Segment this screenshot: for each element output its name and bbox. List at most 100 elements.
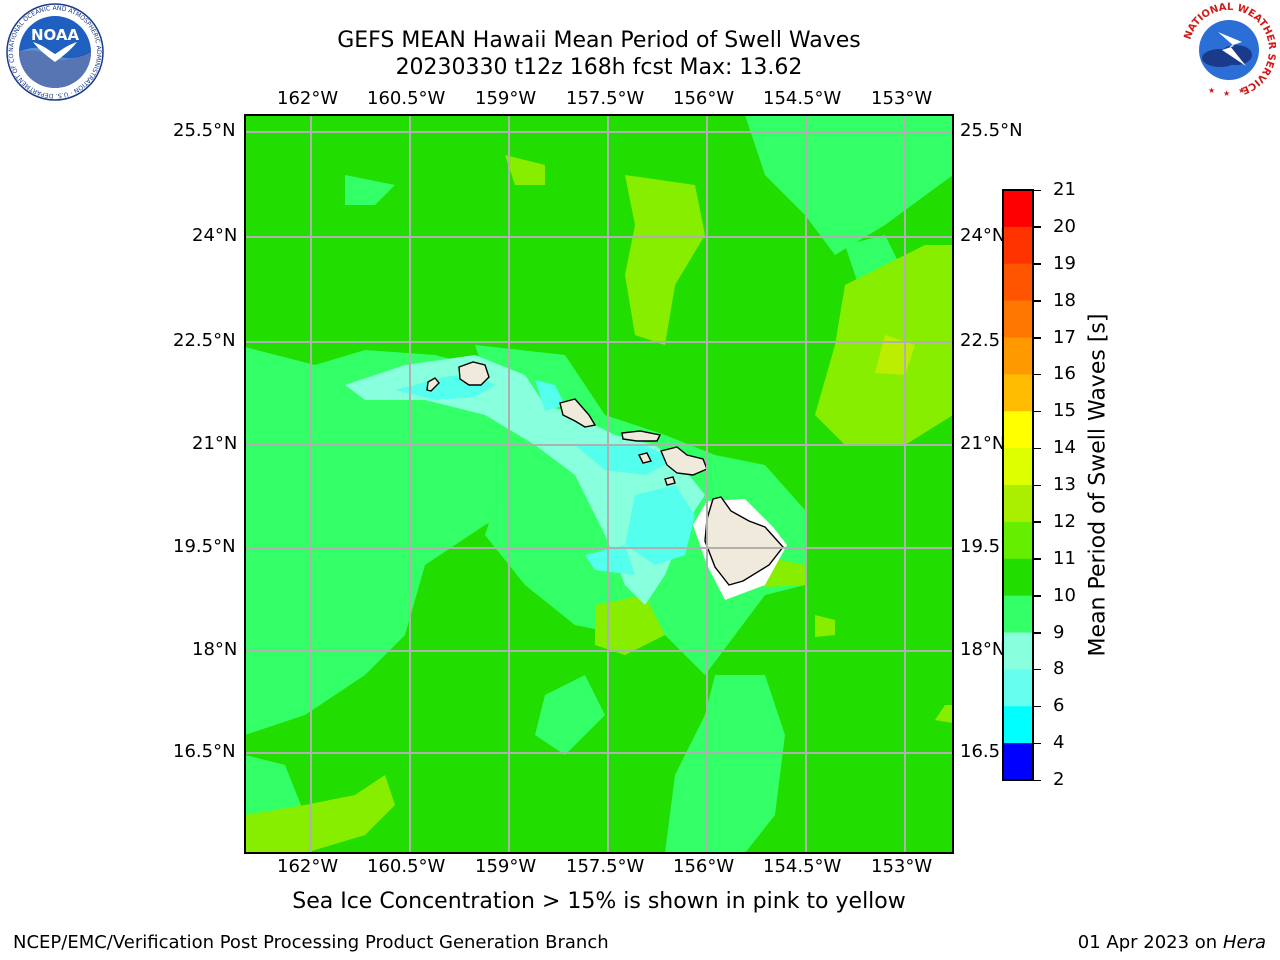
- colorbar-segment: [1003, 485, 1033, 523]
- colorbar-tick-label: 18: [1053, 289, 1076, 311]
- lon-tick-bottom: 154.5°W: [763, 856, 842, 877]
- colorbar-tick-label: 16: [1053, 363, 1076, 385]
- lat-tick-left: 25.5°N: [173, 120, 236, 141]
- colorbar-segment: [1003, 374, 1033, 412]
- nws-logo: NATIONAL WEATHER SERVICE ★ ★ ★: [1181, 2, 1277, 98]
- colorbar-tick: [1034, 632, 1041, 634]
- colorbar-tick: [1034, 521, 1041, 523]
- lat-tick-left: 21°N: [192, 433, 238, 454]
- lon-tick-bottom: 156°W: [673, 856, 735, 877]
- island-niihau: [426, 377, 440, 392]
- noaa-logo: NATIONAL OCEANIC AND ATMOSPHERIC ADMINIS…: [5, 2, 104, 101]
- colorbar-tick-label: 11: [1053, 547, 1076, 569]
- lon-tick-bottom: 162°W: [277, 856, 339, 877]
- colorbar-tick: [1034, 484, 1041, 486]
- colorbar-tick-label: 13: [1053, 474, 1076, 495]
- colorbar-segment: [1003, 632, 1033, 670]
- colorbar-segment: [1003, 595, 1033, 633]
- colorbar-tick: [1034, 668, 1041, 671]
- colorbar-tick-label: 21: [1053, 179, 1076, 200]
- colorbar-segment: [1003, 190, 1033, 228]
- map-grid: [245, 115, 953, 853]
- colorbar-tick-label: 8: [1053, 658, 1065, 680]
- lon-tick-top: 162°W: [277, 88, 339, 109]
- colorbar-tick: [1034, 705, 1041, 708]
- svg-text:★: ★: [1208, 86, 1215, 95]
- lat-tick-left: 16.5°N: [173, 741, 236, 762]
- lon-tick-top: 159°W: [475, 88, 537, 109]
- lon-tick-top: 153°W: [871, 88, 933, 109]
- sea-ice-note: Sea Ice Concentration > 15% is shown in …: [292, 889, 906, 914]
- colorbar-tick: [1034, 410, 1041, 413]
- footer-host: Hera: [1222, 932, 1266, 953]
- colorbar-tick-label: 12: [1053, 510, 1076, 532]
- svg-text:★: ★: [1223, 89, 1230, 98]
- lon-tick-top: 160.5°W: [367, 88, 446, 109]
- footer-date: 01 Apr 2023 on Hera: [1078, 932, 1266, 953]
- colorbar-tick-label: 4: [1053, 732, 1065, 754]
- colorbar-tick-label: 20: [1053, 215, 1076, 237]
- lon-tick-bottom: 153°W: [871, 856, 933, 877]
- colorbar-tick: [1034, 373, 1041, 376]
- lat-tick-right: 18°N: [960, 639, 1006, 660]
- period-field-8-9: [395, 373, 695, 575]
- lat-tick-right: 25.5°N: [960, 120, 1023, 141]
- island-oahu: [559, 398, 597, 428]
- colorbar-tick: [1034, 558, 1041, 560]
- footer-branch: NCEP/EMC/Verification Post Processing Pr…: [13, 932, 609, 953]
- colorbar-tick: [1034, 337, 1041, 339]
- period-field-9-10: [345, 355, 705, 605]
- colorbar-tick: [1034, 779, 1041, 781]
- colorbar-tick-label: 14: [1053, 437, 1076, 459]
- lon-tick-bottom: 160.5°W: [367, 856, 446, 877]
- lat-tick-left: 22.5°N: [173, 330, 236, 351]
- colorbar-segment: [1003, 558, 1033, 597]
- colorbar-tick-label: 6: [1053, 695, 1065, 717]
- chart-title: GEFS MEAN Hawaii Mean Period of Swell Wa…: [337, 28, 861, 53]
- colorbar-tick-label: 10: [1053, 584, 1076, 606]
- colorbar-segment: [1003, 263, 1033, 302]
- hawaii-islands: [426, 361, 784, 586]
- colorbar-segment: [1003, 743, 1033, 781]
- lat-tick-left: 19.5°N: [173, 536, 236, 557]
- colorbar-tick: [1034, 189, 1041, 191]
- island-molokai: [621, 430, 662, 442]
- island-kahoolawe: [664, 476, 676, 486]
- colorbar-tick-label: 2: [1053, 769, 1065, 790]
- colorbar-tick-label: 19: [1053, 252, 1076, 274]
- colorbar-label: Mean Period of Swell Waves [s]: [1085, 313, 1111, 657]
- colorbar-segment: [1003, 521, 1033, 560]
- colorbar-segment: [1003, 226, 1033, 265]
- chart-subtitle: 20230330 t12z 168h fcst Max: 13.62: [395, 55, 803, 80]
- colorbar-tick: [1034, 226, 1041, 228]
- lat-tick-right: 21°N: [960, 433, 1006, 454]
- colorbar-segment: [1003, 669, 1033, 707]
- island-kauai: [458, 361, 490, 386]
- lat-tick-left: 18°N: [192, 639, 238, 660]
- colorbar-tick: [1034, 447, 1041, 450]
- colorbar-segment: [1003, 300, 1033, 338]
- island-hawaii: [704, 496, 784, 586]
- lon-tick-top: 156°W: [673, 88, 735, 109]
- lon-tick-bottom: 159°W: [475, 856, 537, 877]
- lon-tick-top: 157.5°W: [566, 88, 645, 109]
- svg-text:NOAA: NOAA: [31, 26, 80, 44]
- swell-period-map: [244, 114, 954, 854]
- footer-date-text: 01 Apr 2023 on: [1077, 932, 1218, 953]
- colorbar-tick: [1034, 300, 1041, 302]
- colorbar-tick-label: 17: [1053, 326, 1076, 348]
- colorbar-tick-label: 9: [1053, 621, 1065, 643]
- lat-tick-right: 24°N: [960, 225, 1006, 246]
- colorbar: [1002, 189, 1034, 781]
- period-field-12-13: [245, 155, 953, 853]
- svg-text:★: ★: [1238, 86, 1245, 95]
- map-frame: [244, 114, 954, 854]
- lat-tick-left: 24°N: [192, 225, 238, 246]
- colorbar-segment: [1003, 411, 1033, 449]
- lon-tick-top: 154.5°W: [763, 88, 842, 109]
- colorbar-frame: [1002, 189, 1034, 781]
- colorbar-segment: [1003, 448, 1033, 486]
- colorbar-tick: [1034, 595, 1041, 597]
- island-lanai: [637, 452, 653, 464]
- colorbar-tick-label: 15: [1053, 400, 1076, 422]
